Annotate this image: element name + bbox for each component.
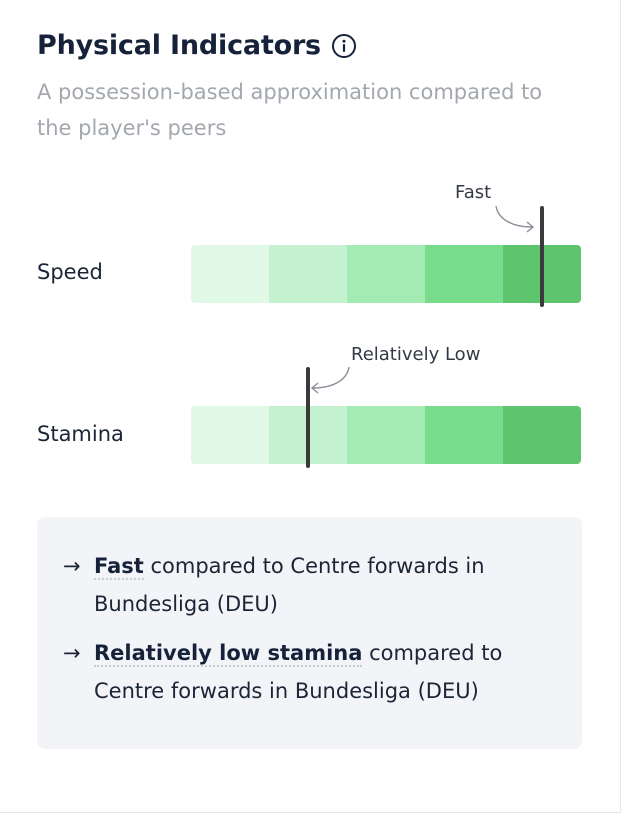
scale-segment (425, 245, 503, 303)
stamina-level-marker (306, 367, 310, 468)
summary-item-text: compared to Centre forwards in Bundeslig… (94, 554, 485, 616)
stamina-label: Stamina (37, 422, 124, 446)
scale-segment (347, 245, 425, 303)
summary-item: → Relatively low stamina compared to Cen… (63, 634, 563, 710)
scale-segment (191, 406, 269, 464)
scale-segment (347, 406, 425, 464)
arrow-right-icon: → (63, 554, 81, 578)
scale-segment (425, 406, 503, 464)
card-title: Physical Indicators (37, 30, 357, 61)
card-title-text: Physical Indicators (37, 30, 321, 61)
arrow-right-icon: → (63, 641, 81, 665)
summary-box: → Fast compared to Centre forwards in Bu… (37, 517, 582, 749)
summary-item-bold: Fast (94, 554, 144, 580)
speed-label: Speed (37, 260, 103, 284)
speed-annotation-arrow-icon (495, 205, 535, 233)
stamina-scale-bar (191, 406, 581, 464)
info-circle-icon[interactable] (331, 33, 357, 59)
summary-item: → Fast compared to Centre forwards in Bu… (63, 547, 563, 623)
scale-segment (503, 406, 581, 464)
speed-scale-bar (191, 245, 581, 303)
stamina-annotation-arrow-icon (310, 366, 350, 394)
scale-segment (191, 245, 269, 303)
summary-item-bold: Relatively low stamina (94, 641, 363, 667)
scale-segment (269, 245, 347, 303)
speed-annotation: Fast (455, 182, 492, 203)
card-subtitle: A possession-based approximation compare… (37, 80, 543, 140)
speed-level-marker (540, 206, 544, 307)
summary-item-text: compared to Centre forwards in Bundeslig… (94, 641, 503, 703)
stamina-annotation: Relatively Low (351, 344, 481, 365)
